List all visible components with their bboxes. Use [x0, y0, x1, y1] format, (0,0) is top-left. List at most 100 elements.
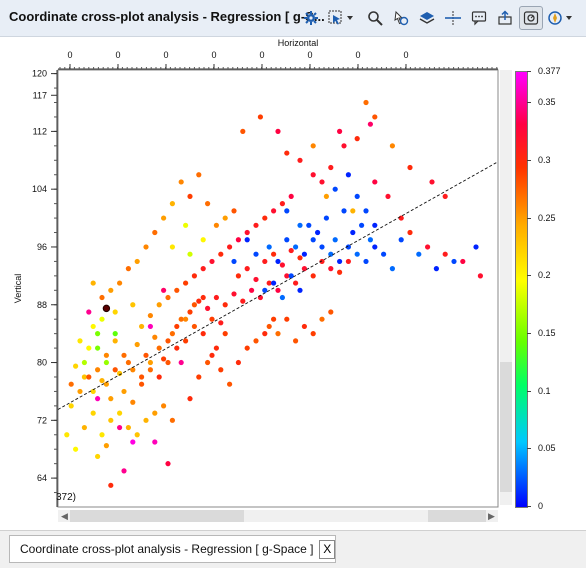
data-point [103, 359, 109, 366]
data-point [460, 258, 466, 265]
colorbar-tick [527, 275, 531, 277]
data-point [143, 244, 149, 250]
data-point [143, 417, 149, 423]
data-point [319, 316, 325, 322]
data-point [196, 374, 202, 380]
data-point [293, 338, 299, 344]
colorbar-tick [527, 217, 531, 219]
data-point [310, 237, 316, 243]
data-point [262, 331, 268, 337]
horizontal-scroll-thumb[interactable] [70, 510, 244, 522]
data-point [130, 367, 136, 373]
vertical-scroll-thumb[interactable] [500, 362, 512, 492]
data-point [169, 201, 175, 207]
compass-icon[interactable] [545, 7, 577, 29]
data-point [200, 237, 206, 243]
data-point [81, 424, 87, 431]
data-point [112, 367, 118, 373]
data-point [218, 367, 224, 373]
data-point [222, 215, 228, 221]
data-point [231, 258, 237, 265]
data-point [389, 143, 395, 149]
zoom-icon[interactable] [364, 7, 386, 29]
pan-icon[interactable] [390, 7, 412, 29]
vertical-scrollbar[interactable] [500, 70, 512, 505]
data-point [103, 443, 109, 449]
data-point [73, 446, 79, 452]
data-point [200, 294, 206, 301]
data-point [477, 273, 483, 279]
data-point [68, 403, 74, 409]
horizontal-scrollbar[interactable]: ◀ ▶ [58, 510, 498, 522]
data-point [319, 258, 325, 265]
data-point [319, 179, 325, 185]
data-point [253, 222, 259, 228]
colorbar-tick-label: 0.2 [538, 270, 551, 281]
data-point [266, 280, 272, 286]
scroll-right-icon[interactable]: ▶ [488, 511, 495, 521]
colorbar [515, 71, 528, 508]
data-point [152, 439, 158, 445]
crosshair-icon[interactable] [442, 7, 464, 29]
data-point [143, 352, 149, 358]
data-point [416, 251, 422, 257]
data-point [363, 208, 369, 214]
y-tick-label: 120 [32, 69, 47, 79]
gear-icon[interactable] [300, 7, 322, 29]
export-icon[interactable] [494, 7, 516, 29]
data-point [284, 237, 290, 243]
data-point [121, 468, 127, 474]
data-point [209, 316, 215, 322]
data-point [152, 334, 158, 340]
y-axis-title: Vertical [13, 274, 23, 304]
data-point [205, 201, 211, 207]
data-point [367, 121, 373, 127]
close-icon[interactable]: X [319, 539, 335, 559]
data-point [253, 338, 259, 344]
colorbar-tick [527, 332, 531, 334]
data-point [275, 128, 281, 134]
colorbar-tick-label: 0.3 [538, 154, 551, 165]
layers-icon[interactable] [416, 7, 438, 29]
data-point [473, 244, 479, 250]
data-point [161, 215, 167, 221]
data-point [90, 323, 96, 330]
scroll-left-icon[interactable]: ◀ [61, 511, 68, 521]
crossplot-chart[interactable]: Horizontal Vertical 0 0 0 0 0 0 0 0 120 117 112 104 96… [0, 37, 586, 530]
legend-icon[interactable] [519, 6, 543, 30]
data-point [293, 280, 299, 286]
data-point [385, 193, 391, 200]
data-point [99, 294, 105, 301]
data-point [130, 439, 136, 445]
data-point [328, 164, 334, 171]
data-point [187, 309, 193, 315]
data-point [240, 128, 246, 134]
data-point [165, 338, 171, 344]
select-dropdown-icon[interactable] [326, 7, 358, 29]
data-point [337, 128, 343, 134]
data-point [152, 229, 158, 236]
colorbar-tick-label: 0.35 [538, 97, 556, 108]
data-point [398, 215, 404, 221]
data-point [125, 266, 131, 272]
colorbar-tick-label: 0.377 [538, 66, 561, 76]
data-point [178, 316, 184, 322]
data-point [169, 331, 175, 337]
chat-icon[interactable] [468, 7, 490, 29]
data-point [271, 208, 277, 214]
data-point [161, 287, 167, 293]
x-tick-label: 0 [115, 50, 120, 60]
y-tick-label: 117 [33, 90, 47, 100]
document-tab[interactable]: Coordinate cross-plot analysis - Regress… [9, 535, 336, 563]
data-point [328, 251, 334, 257]
data-point [297, 255, 303, 261]
data-point [297, 287, 303, 293]
data-point [121, 352, 127, 358]
data-point [451, 258, 457, 265]
data-point [117, 410, 123, 416]
data-point [381, 251, 387, 257]
colorbar-tick [527, 102, 531, 104]
data-point [81, 374, 87, 380]
data-point [196, 172, 202, 178]
horizontal-scroll-thumb-2[interactable] [428, 510, 486, 522]
